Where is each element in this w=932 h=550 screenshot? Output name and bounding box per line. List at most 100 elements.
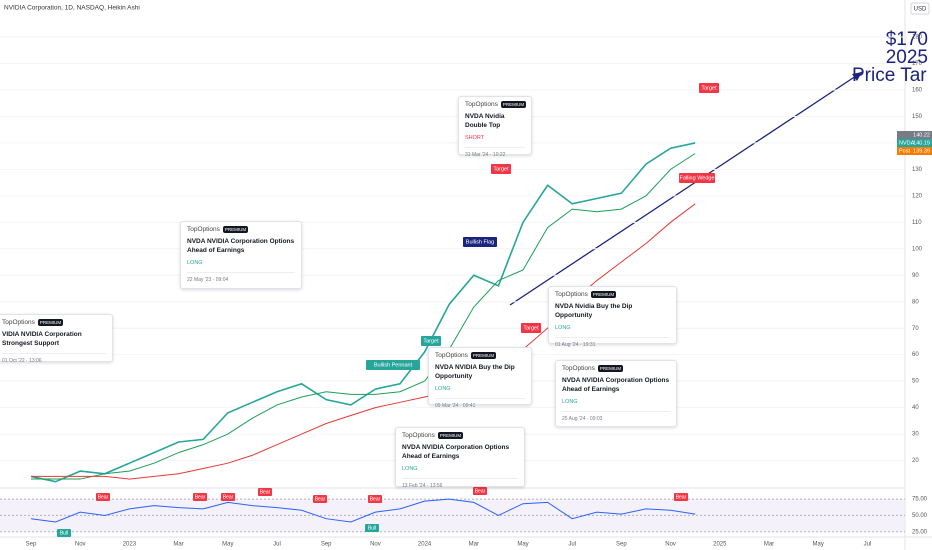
x-tick-label: Sep bbox=[26, 542, 37, 548]
rsi-signal bbox=[221, 493, 235, 501]
card-side: LONG bbox=[555, 324, 571, 331]
rsi-signal-label: Bear bbox=[676, 494, 687, 500]
idea-card: TopOptions PREMIUM NVDA NVIDIA Corporation… bbox=[555, 360, 677, 427]
pattern-label: Target bbox=[523, 325, 539, 331]
rsi-signal bbox=[258, 488, 272, 496]
idea-card: TopOptions PREMIUM NVDA NVIDIA Corporation… bbox=[395, 427, 525, 489]
pattern-label: Target bbox=[423, 338, 439, 344]
pattern-label: Bullish Flag bbox=[466, 239, 494, 245]
y-tick-label: 160 bbox=[912, 88, 923, 94]
x-tick-label: Sep bbox=[616, 542, 627, 548]
card-badge: PREMIUM bbox=[500, 101, 527, 108]
card-badge: PREMIUM bbox=[37, 319, 64, 326]
card-author: TopOptions bbox=[402, 432, 435, 439]
card-side: LONG bbox=[402, 465, 418, 472]
rsi-signal bbox=[96, 493, 110, 501]
price-line bbox=[30, 142, 696, 483]
price-tag bbox=[897, 131, 932, 139]
pattern-box bbox=[366, 360, 420, 370]
rsi-signal bbox=[473, 487, 487, 495]
rsi-line bbox=[30, 498, 696, 523]
card-side: LONG bbox=[562, 398, 578, 405]
y-tick-label: 60 bbox=[912, 352, 919, 358]
price-tag-label: 139.39 bbox=[913, 148, 930, 154]
x-tick-label: May bbox=[517, 542, 528, 548]
y-tick-label: 70 bbox=[912, 326, 919, 332]
card-title: VIDIA NVIDIA Corporation Strongest Suppo… bbox=[2, 331, 82, 347]
card-header: TopOptions PREMIUM bbox=[2, 319, 106, 326]
card-date: 25 Aug '24 · 09:03 bbox=[562, 410, 670, 422]
pattern-box bbox=[463, 237, 497, 247]
idea-card: TopOptions PREMIUM VIDIA NVIDIA Corporatio… bbox=[0, 314, 113, 364]
pattern-box bbox=[421, 336, 441, 346]
y-tick-label: 40 bbox=[912, 405, 919, 411]
y-tick-label: 50 bbox=[912, 379, 919, 385]
card-author: TopOptions bbox=[2, 319, 35, 326]
card-header: TopOptions PREMIUM bbox=[562, 365, 670, 372]
card-header: TopOptions PREMIUM bbox=[435, 352, 525, 359]
x-tick-label: Jul bbox=[864, 542, 872, 548]
card-side: LONG bbox=[435, 385, 451, 392]
price-tag-name: Post bbox=[899, 148, 910, 154]
moving-average bbox=[31, 153, 696, 480]
pattern-label: Bullish Pennant bbox=[374, 362, 413, 368]
price-tag bbox=[897, 147, 932, 155]
x-tick-label: Nov bbox=[370, 542, 381, 548]
card-author: TopOptions bbox=[465, 101, 498, 108]
target-note: Price Tar bbox=[852, 65, 927, 86]
card-title: NVDA NVIDIA Corporation Options Ahead of… bbox=[187, 238, 295, 254]
x-tick-label: Jul bbox=[273, 542, 281, 548]
card-author: TopOptions bbox=[562, 365, 595, 372]
y-tick-label: 180 bbox=[912, 35, 923, 41]
idea-card: TopOptions PREMIUM NVDA Nvidia Buy the Dip… bbox=[548, 286, 677, 348]
card-title: NVDA NVIDIA Corporation Options Ahead of… bbox=[562, 377, 670, 393]
price-tag-label: 140.19 bbox=[913, 140, 930, 146]
rsi-signal-label: Bear bbox=[260, 489, 271, 495]
rsi-signal bbox=[368, 495, 382, 503]
y-tick-label: 150 bbox=[912, 114, 923, 120]
x-tick-label: Sep bbox=[321, 542, 332, 548]
x-tick-label: Nov bbox=[75, 542, 86, 548]
rsi-signal bbox=[57, 529, 71, 537]
card-badge: PREMIUM bbox=[470, 352, 497, 359]
pattern-box bbox=[679, 173, 715, 183]
rsi-tick-label: 75.00 bbox=[912, 497, 928, 503]
currency: USD bbox=[914, 7, 927, 13]
y-tick-label: 120 bbox=[912, 193, 923, 199]
rsi-signal bbox=[365, 524, 379, 532]
card-badge: PREMIUM bbox=[590, 291, 617, 298]
trend-arrow bbox=[852, 72, 862, 81]
idea-card: TopOptions PREMIUM NVDA NVIDIA Buy the Dip… bbox=[428, 347, 532, 409]
pattern-label: Falling Wedge bbox=[679, 175, 714, 181]
y-tick-label: 170 bbox=[912, 61, 923, 67]
idea-card: TopOptions PREMIUM NVDA Nvidia Double Top S… bbox=[458, 96, 532, 158]
card-date: 22 May '23 · 09:04 bbox=[187, 271, 295, 283]
x-tick-label: Jul bbox=[568, 542, 576, 548]
rsi-signal-label: Bear bbox=[315, 496, 326, 502]
card-header: TopOptions PREMIUM bbox=[465, 101, 527, 108]
card-date: 13 Feb '24 · 13:56 bbox=[402, 477, 518, 489]
card-title: NVDA NVIDIA Corporation Options Ahead of… bbox=[402, 444, 510, 460]
x-tick-label: May bbox=[813, 542, 824, 548]
target-note: 2025 bbox=[886, 47, 928, 68]
x-tick-label: Nov bbox=[665, 542, 676, 548]
rsi-signal-label: Bear bbox=[475, 488, 486, 494]
price-tag-label: 140.22 bbox=[913, 132, 930, 138]
card-title: NVDA Nvidia Double Top bbox=[465, 113, 505, 129]
card-date: 01 Aug '24 · 19:31 bbox=[555, 336, 670, 348]
x-tick-label: Mar bbox=[173, 542, 183, 548]
idea-card: TopOptions PREMIUM NVDA NVIDIA Corporation… bbox=[180, 221, 302, 289]
y-tick-label: 130 bbox=[912, 167, 923, 173]
card-side: LONG bbox=[187, 259, 203, 266]
x-tick-label: May bbox=[222, 542, 233, 548]
y-tick-label: 90 bbox=[912, 273, 919, 279]
rsi-signal-label: Bear bbox=[223, 494, 234, 500]
card-header: TopOptions PREMIUM bbox=[555, 291, 670, 298]
card-header: TopOptions PREMIUM bbox=[402, 432, 518, 439]
pattern-box bbox=[491, 164, 511, 174]
card-badge: PREMIUM bbox=[437, 432, 464, 439]
y-tick-label: 30 bbox=[912, 432, 919, 438]
card-badge: PREMIUM bbox=[597, 365, 624, 372]
rsi-signal bbox=[193, 493, 207, 501]
